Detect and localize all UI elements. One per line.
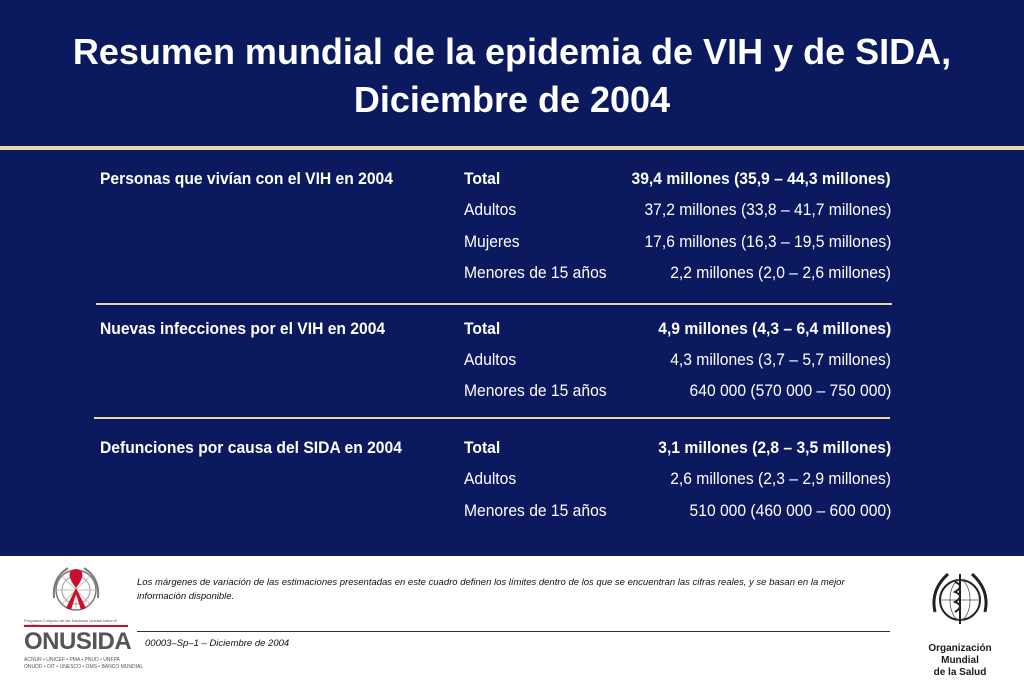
row-label: Mujeres — [464, 232, 520, 251]
who-logo: Organización Mundial de la Salud — [912, 570, 1008, 680]
row-value: 4,9 millones (4,3 – 6,4 millones) — [658, 319, 891, 338]
row-value: 4,3 millones (3,7 – 5,7 millones) — [670, 350, 891, 369]
row-label: Menores de 15 años — [464, 501, 607, 520]
row-value: 510 000 (460 000 – 600 000) — [689, 501, 891, 520]
who-name-line-3: de la Salud — [933, 667, 987, 678]
section-category: Nuevas infecciones por el VIH en 2004 — [100, 319, 386, 338]
table-row: Menores de 15 años 510 000 (460 000 – 60… — [0, 497, 1024, 525]
table-row: Adultos 4,3 millones (3,7 – 5,7 millones… — [0, 346, 1024, 374]
row-label: Menores de 15 años — [464, 263, 607, 282]
section-category: Defunciones por causa del SIDA en 2004 — [100, 438, 402, 457]
row-label: Total — [464, 319, 501, 338]
table-row: Menores de 15 años 2,2 millones (2,0 – 2… — [0, 259, 1024, 287]
red-ribbon-icon — [66, 569, 86, 610]
un-emblem-icon — [52, 567, 100, 611]
onusida-name: ONUSIDA — [24, 628, 132, 655]
section-divider — [96, 303, 892, 305]
table-row: Adultos 2,6 millones (2,3 – 2,9 millones… — [0, 465, 1024, 493]
row-label: Adultos — [464, 469, 517, 488]
row-label: Menores de 15 años — [464, 381, 607, 400]
row-label: Adultos — [464, 350, 517, 369]
section-divider — [94, 417, 890, 419]
row-label: Total — [464, 438, 501, 457]
table-row: Nuevas infecciones por el VIH en 2004 To… — [0, 315, 1024, 343]
title-line-2: Diciembre de 2004 — [353, 79, 671, 120]
row-value: 640 000 (570 000 – 750 000) — [689, 381, 891, 400]
row-label: Adultos — [464, 200, 517, 219]
row-value: 3,1 millones (2,8 – 3,5 millones) — [658, 438, 891, 457]
row-value: 2,2 millones (2,0 – 2,6 millones) — [670, 263, 891, 282]
row-value: 17,6 millones (16,3 – 19,5 millones) — [644, 232, 891, 251]
table-row: Menores de 15 años 640 000 (570 000 – 75… — [0, 377, 1024, 405]
table-row: Mujeres 17,6 millones (16,3 – 19,5 millo… — [0, 228, 1024, 256]
footer-divider — [137, 631, 890, 632]
onusida-members-line-1: ACNUR • UNICEF • PMA • PNUD • UNFPA — [24, 657, 120, 663]
who-name-line-1: Organización — [928, 643, 992, 654]
title-line-1: Resumen mundial de la epidemia de VIH y … — [72, 31, 952, 72]
row-value: 37,2 millones (33,8 – 41,7 millones) — [644, 200, 891, 219]
table-row: Adultos 37,2 millones (33,8 – 41,7 millo… — [0, 196, 1024, 224]
onusida-logo: Programa Conjunto de las Naciones Unidas… — [22, 564, 143, 674]
table-row: Personas que vivían con el VIH en 2004 T… — [0, 165, 1024, 193]
row-value: 2,6 millones (2,3 – 2,9 millones) — [670, 469, 891, 488]
who-name: Organización Mundial de la Salud — [912, 643, 1008, 679]
footer: Programa Conjunto de las Naciones Unidas… — [0, 556, 1024, 683]
title-divider — [0, 146, 1024, 150]
document-code: 00003–Sp–1 – Diciembre de 2004 — [145, 638, 290, 649]
section-category: Personas que vivían con el VIH en 2004 — [100, 169, 393, 188]
slide-title: Resumen mundial de la epidemia de VIH y … — [0, 28, 1024, 124]
slide-panel: Resumen mundial de la epidemia de VIH y … — [0, 0, 1024, 556]
footnote: Los márgenes de variación de las estimac… — [137, 577, 845, 602]
who-name-line-2: Mundial — [941, 655, 979, 666]
table-row: Defunciones por causa del SIDA en 2004 T… — [0, 434, 1024, 462]
row-value: 39,4 millones (35,9 – 44,3 millones) — [631, 169, 891, 188]
onusida-rule — [24, 625, 128, 627]
row-label: Total — [464, 169, 501, 188]
onusida-members-line-2: ONUDD • OIT • UNESCO • OMS • BANCO MUNDI… — [24, 664, 144, 670]
who-emblem-icon — [932, 572, 988, 624]
